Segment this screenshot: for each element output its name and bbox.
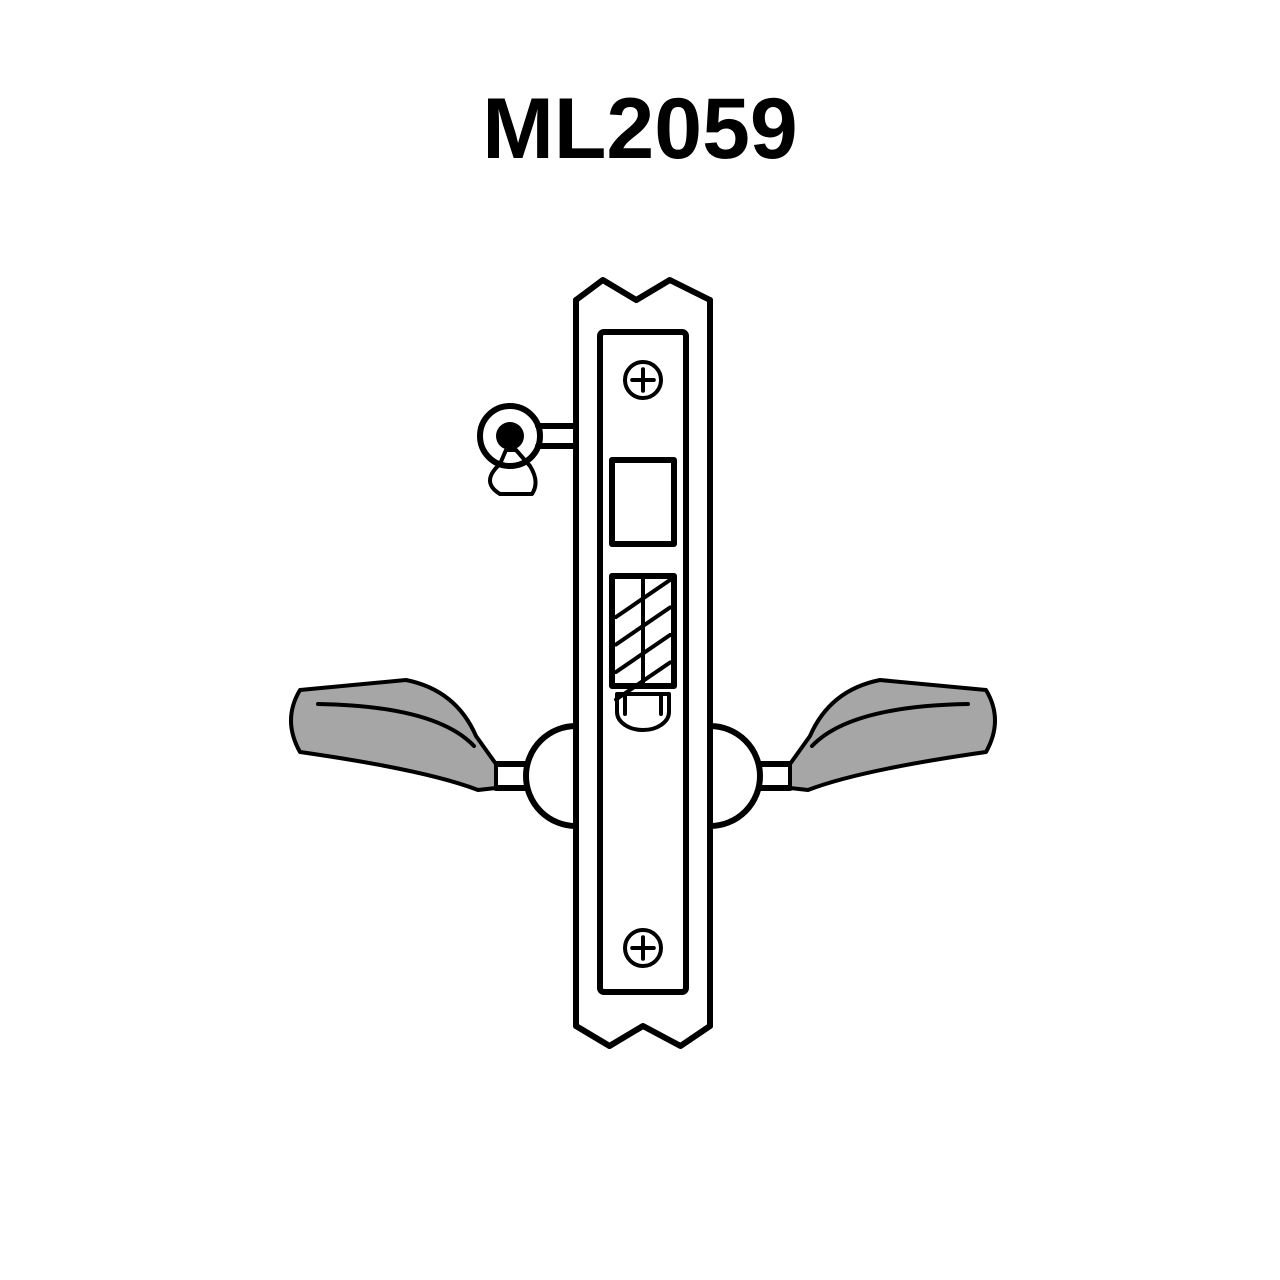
lock-diagram <box>0 0 1280 1280</box>
diagram-canvas: ML2059 <box>0 0 1280 1280</box>
